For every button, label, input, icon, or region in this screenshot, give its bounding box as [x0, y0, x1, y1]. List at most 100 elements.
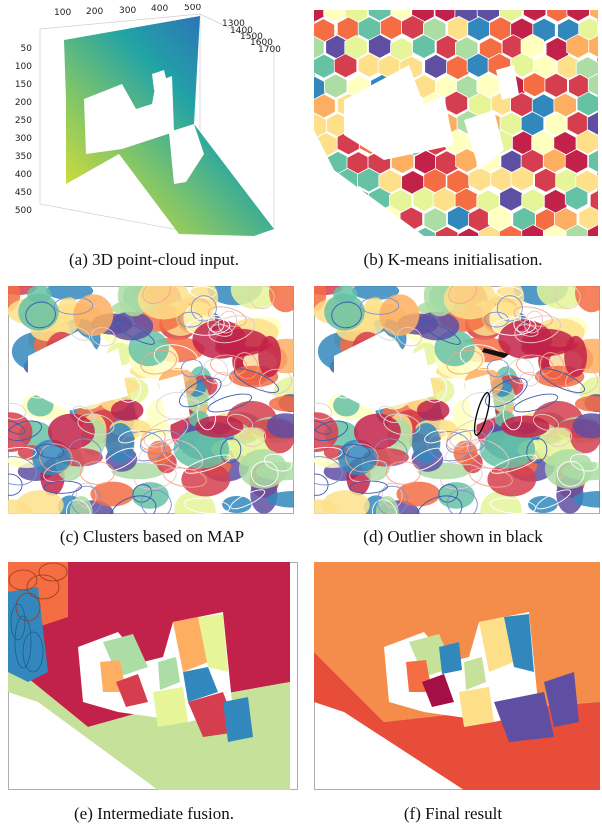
kmeans-cell — [564, 185, 589, 211]
cluster-ellipse — [539, 352, 565, 380]
cluster-ellipse — [35, 443, 65, 459]
cluster-ellipse — [408, 447, 445, 472]
cluster-blob — [416, 399, 450, 421]
cluster-ellipse — [153, 344, 199, 371]
cluster-ellipse — [179, 377, 222, 408]
cluster-blob — [479, 430, 536, 469]
kmeans-cell — [510, 52, 534, 78]
cluster-ellipse — [43, 459, 82, 483]
cluster-ellipse — [554, 284, 581, 310]
final-result-plot — [314, 562, 600, 790]
kmeans-cell — [401, 14, 425, 40]
cluster-ellipse — [259, 368, 293, 395]
caption-b: (b) K-means initialisation. — [363, 250, 543, 269]
cluster-blob — [238, 449, 288, 489]
point-cloud-plot: 100 200 300 400 500 1300 1400 1500 1600 … — [15, 3, 281, 236]
cluster-ellipse — [375, 326, 397, 341]
fusion-plot — [8, 562, 298, 790]
cluster-ellipse — [196, 400, 217, 431]
cluster-blob — [46, 282, 94, 300]
cluster-ellipse — [565, 368, 599, 395]
cluster-ellipse — [54, 296, 94, 315]
cluster-ellipse — [134, 464, 177, 490]
cluster-ellipse — [220, 438, 242, 464]
tick-left-300: 300 — [15, 134, 32, 144]
cluster-ellipse — [218, 310, 237, 334]
cluster-ellipse — [485, 377, 528, 408]
tick-left-350: 350 — [15, 152, 32, 162]
cluster-blob — [222, 496, 252, 513]
tick-top-200: 200 — [86, 7, 103, 17]
cluster-blob — [572, 413, 602, 439]
outlier-points — [473, 348, 509, 436]
cluster-ellipse — [378, 405, 402, 423]
cluster-ellipse — [349, 459, 388, 483]
cluster-blob — [73, 294, 114, 336]
cluster-ellipse — [385, 461, 421, 485]
cluster-ellipse — [556, 460, 585, 487]
cluster-ellipse — [114, 320, 155, 345]
kmeans-cell — [423, 207, 447, 233]
cluster-ellipse — [459, 344, 505, 371]
cluster-ellipse — [513, 306, 553, 327]
caption-e: (e) Intermediate fusion. — [73, 804, 234, 823]
cluster-ellipse — [139, 430, 182, 455]
outliers-plot — [294, 269, 602, 529]
cluster-ellipse — [118, 430, 141, 444]
cluster-blob — [352, 282, 400, 300]
tick-right-1300: 1300 — [222, 19, 245, 29]
kmeans-cell — [323, 73, 348, 99]
kmeans-plot — [300, 0, 602, 253]
tick-top-100: 100 — [54, 8, 71, 18]
cluster-ellipse — [27, 379, 54, 399]
cluster-ellipse — [360, 296, 400, 315]
cluster-blob — [48, 413, 95, 450]
cluster-blob — [528, 496, 558, 513]
panel-d-outliers — [294, 269, 602, 529]
tick-right-1600: 1600 — [250, 38, 273, 48]
cluster-ellipse — [79, 461, 115, 485]
cluster-ellipse — [444, 440, 485, 463]
cluster-ellipse — [536, 489, 572, 510]
cluster-blobs — [0, 269, 322, 529]
tick-right-1700: 1700 — [258, 45, 281, 55]
cluster-ellipse — [121, 431, 165, 462]
cluster-ellipse — [140, 349, 178, 375]
tick-left-450: 450 — [15, 188, 32, 198]
cluster-ellipses — [299, 280, 599, 529]
kmeans-cell — [532, 17, 556, 43]
tick-left-50: 50 — [21, 44, 33, 54]
kmeans-cell — [510, 166, 534, 192]
kmeans-cell — [357, 167, 381, 193]
cluster-ellipse — [211, 324, 233, 337]
cluster-ellipse — [440, 464, 483, 490]
cluster-ellipse — [496, 295, 523, 322]
cluster-ellipse — [184, 454, 232, 474]
cluster-ellipse — [202, 358, 229, 384]
cluster-ellipse — [341, 443, 371, 459]
caption-c: (c) Clusters based on MAP — [59, 527, 245, 546]
cluster-ellipse — [0, 456, 37, 486]
cluster-ellipse — [446, 428, 472, 451]
cluster-ellipse — [446, 349, 484, 375]
cluster-ellipse — [492, 317, 537, 336]
panel-a-3d-point-cloud: 100 200 300 400 500 1300 1400 1500 1600 … — [4, 3, 304, 242]
clusters-plot — [0, 269, 322, 529]
cluster-ellipse — [533, 413, 559, 431]
cluster-ellipse — [186, 317, 231, 336]
cluster-ellipse — [513, 393, 559, 413]
kmeans-cell — [412, 34, 436, 59]
tick-left-150: 150 — [15, 80, 32, 90]
cluster-ellipse — [234, 368, 279, 393]
cluster-blob — [572, 491, 602, 508]
cluster-ellipse — [420, 320, 461, 345]
cluster-ellipse — [138, 440, 179, 463]
cluster-ellipse — [331, 301, 362, 329]
cluster-ellipse — [207, 314, 225, 333]
cluster-ellipse — [540, 368, 585, 393]
cluster-ellipse — [143, 418, 189, 448]
cluster-blob — [258, 335, 281, 378]
cluster-blob — [106, 423, 135, 463]
cluster-blob — [354, 413, 401, 450]
occlusion-holes — [84, 70, 204, 184]
